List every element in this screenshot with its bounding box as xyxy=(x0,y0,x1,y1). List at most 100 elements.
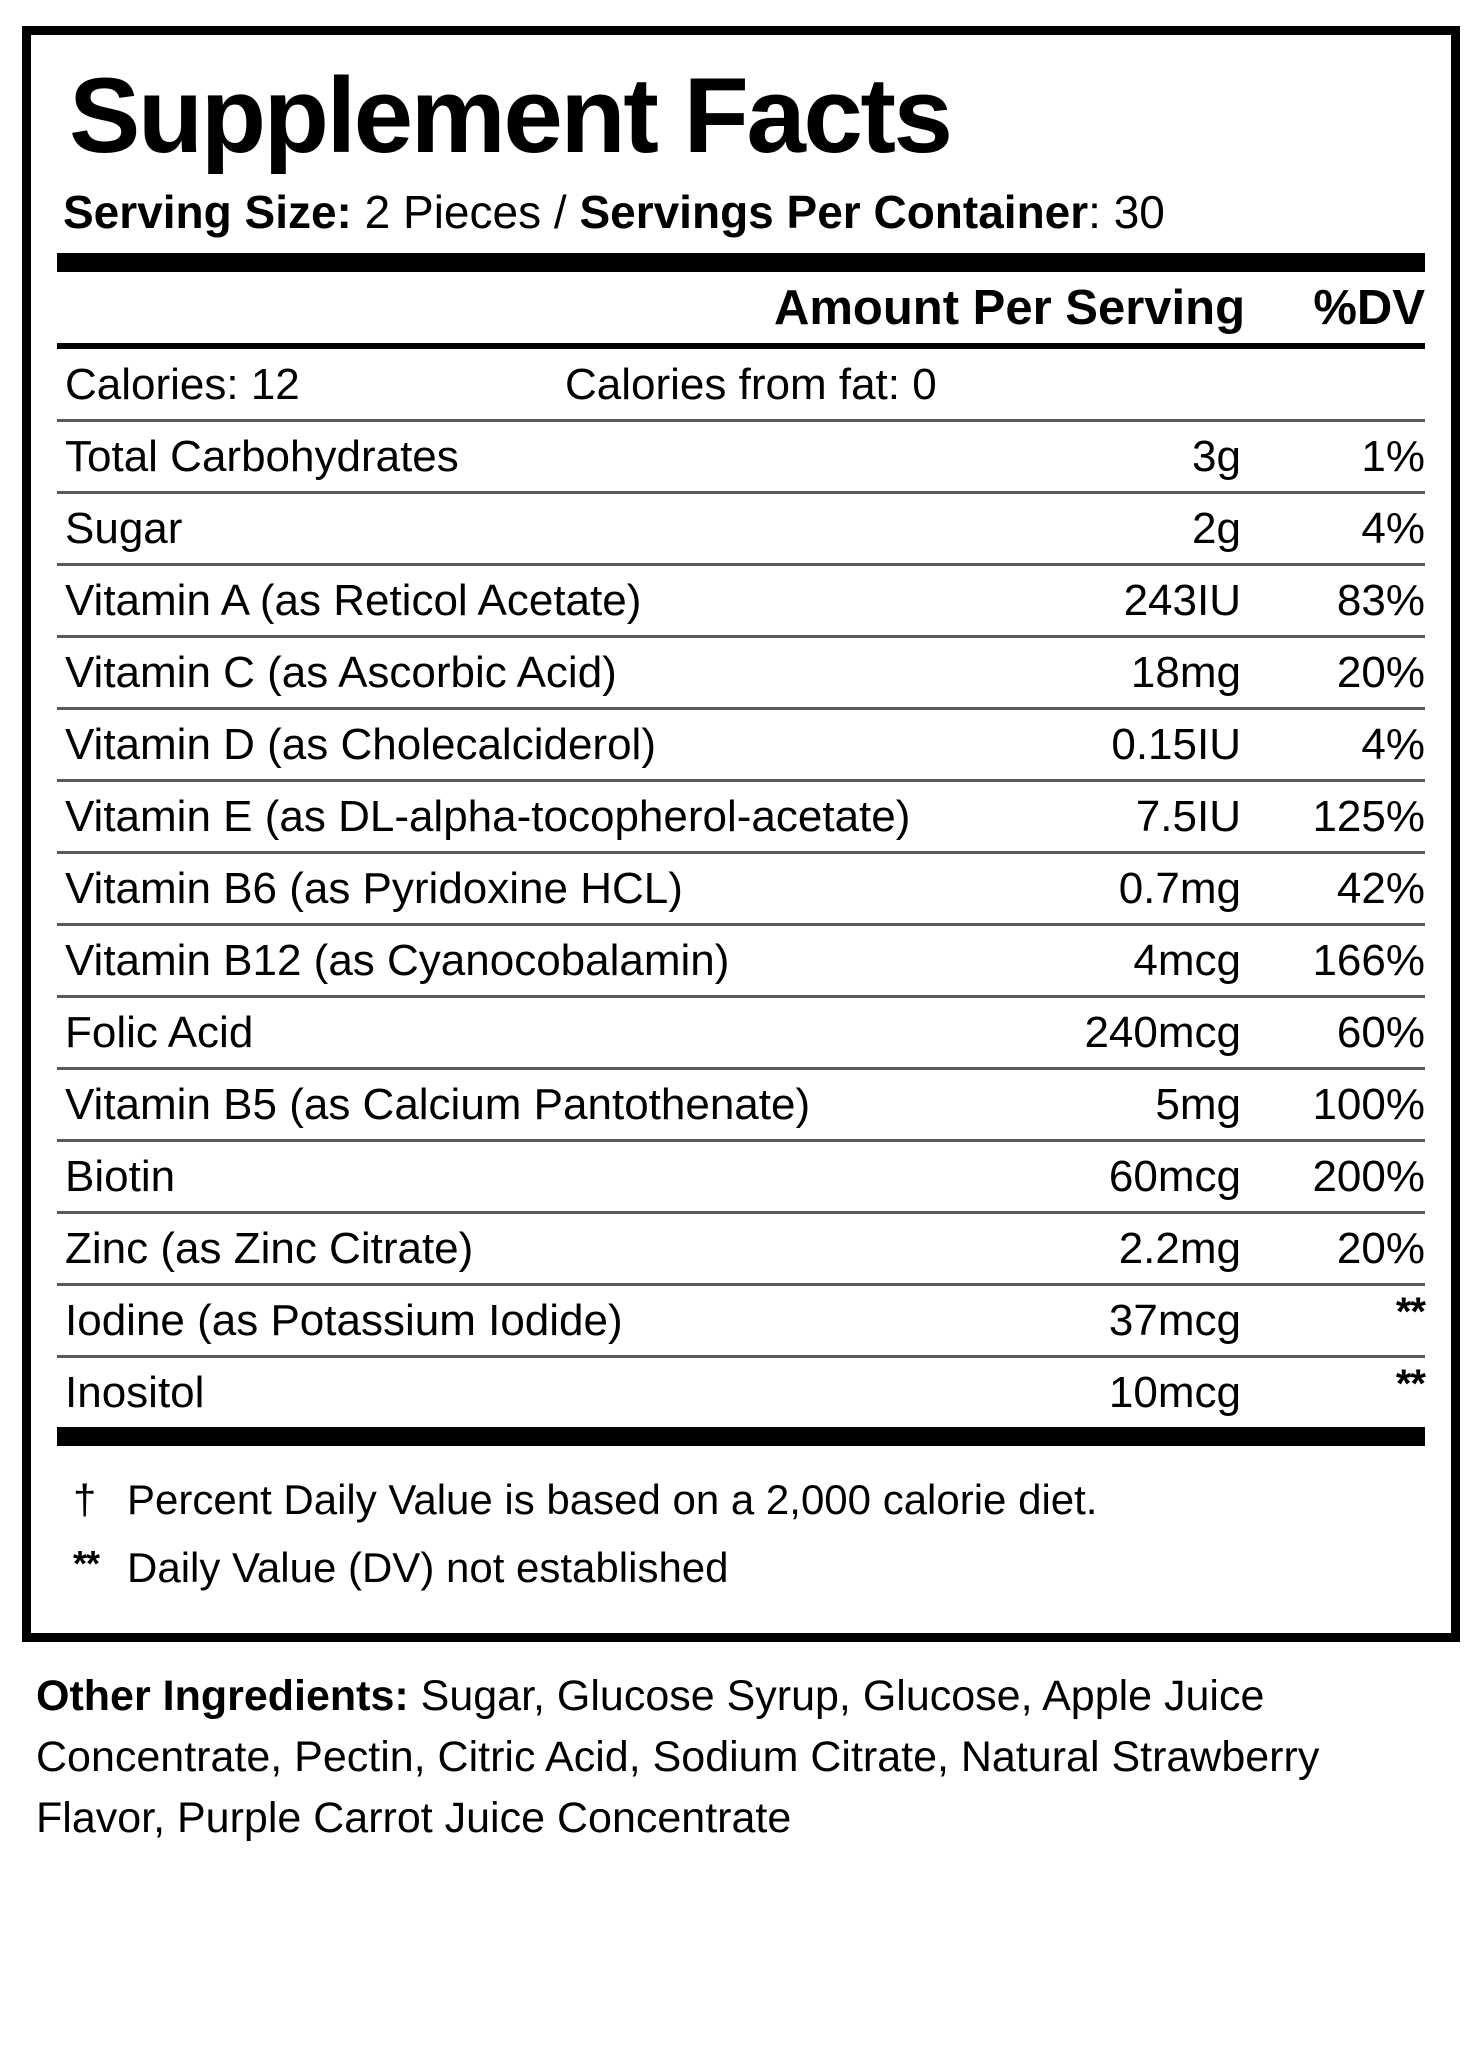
nutrient-name: Vitamin E (as DL-alpha-tocopherol-acetat… xyxy=(65,792,911,842)
nutrient-amount: 0.15IU xyxy=(1111,720,1241,770)
column-header-percent-dv: %DV xyxy=(1313,281,1425,336)
table-row: Sugar 2g 4% xyxy=(57,494,1425,563)
serving-size-value: 2 Pieces xyxy=(364,186,542,239)
nutrient-percent-dv: ** xyxy=(1395,1362,1426,1407)
nutrient-percent-dv: 42% xyxy=(1336,864,1425,914)
page-title: Supplement Facts xyxy=(69,55,953,175)
nutrient-name: Vitamin B5 (as Calcium Pantothenate) xyxy=(65,1080,811,1130)
nutrient-percent-dv: 166% xyxy=(1312,936,1425,986)
calories-value: Calories: 12 xyxy=(65,360,300,410)
supplement-facts-panel: Supplement Facts Serving Size: 2 Pieces … xyxy=(22,26,1460,1643)
row-separator xyxy=(57,1355,1425,1359)
nutrient-amount: 2g xyxy=(1192,504,1241,554)
other-ingredients: Other Ingredients: Sugar, Glucose Syrup,… xyxy=(22,1642,1460,1849)
row-separator xyxy=(57,1139,1425,1143)
row-separator xyxy=(57,707,1425,711)
table-row: Inositol 10mcg ** xyxy=(57,1358,1426,1427)
footnote: ** Daily Value (DV) not established xyxy=(73,1533,1425,1601)
nutrient-amount: 3g xyxy=(1192,432,1241,482)
row-separator xyxy=(57,923,1425,927)
nutrient-name: Vitamin D (as Cholecalciderol) xyxy=(65,720,656,770)
nutrient-name: Zinc (as Zinc Citrate) xyxy=(65,1224,474,1274)
serving-information: Serving Size: 2 Pieces / Servings Per Co… xyxy=(63,186,1425,239)
column-header-amount-per-serving: Amount Per Serving xyxy=(773,281,1245,336)
footnotes-block: † Percent Daily Value is based on a 2,000… xyxy=(57,1446,1425,1607)
row-separator xyxy=(57,1283,1425,1287)
serving-size-value-spacer xyxy=(352,186,365,238)
rule-below-header xyxy=(57,343,1425,350)
nutrient-name: Folic Acid xyxy=(65,1008,254,1058)
nutrient-name: Vitamin B6 (as Pyridoxine HCL) xyxy=(65,864,683,914)
table-row: Zinc (as Zinc Citrate) 2.2mg 20% xyxy=(57,1214,1425,1283)
nutrient-name: Iodine (as Potassium Iodide) xyxy=(65,1296,623,1346)
row-separator xyxy=(57,419,1425,423)
table-row: Iodine (as Potassium Iodide) 37mcg ** xyxy=(57,1286,1426,1355)
nutrient-amount: 18mg xyxy=(1130,648,1241,698)
serving-size-label: Serving Size: xyxy=(63,186,352,239)
row-separator xyxy=(57,491,1425,495)
table-row: Vitamin A (as Reticol Acetate) 243IU 83% xyxy=(57,566,1425,635)
nutrient-amount: 37mcg xyxy=(1108,1296,1241,1346)
row-separator xyxy=(57,563,1425,567)
table-row: Folic Acid 240mcg 60% xyxy=(57,998,1425,1067)
table-row: Total Carbohydrates 3g 1% xyxy=(57,422,1425,491)
rule-below-serving xyxy=(57,253,1425,273)
nutrient-amount: 7.5IU xyxy=(1135,792,1241,842)
nutrient-name: Vitamin B12 (as Cyanocobalamin) xyxy=(65,936,730,986)
nutrient-amount: 10mcg xyxy=(1108,1368,1241,1418)
table-row: Vitamin C (as Ascorbic Acid) 18mg 20% xyxy=(57,638,1425,707)
table-row: Vitamin B5 (as Calcium Pantothenate) 5mg 1… xyxy=(57,1070,1425,1139)
table-row: Vitamin B6 (as Pyridoxine HCL) 0.7mg 42% xyxy=(57,854,1425,923)
table-row: Biotin 60mcg 200% xyxy=(57,1142,1425,1211)
calories-from-fat-value: Calories from fat: 0 xyxy=(565,360,937,410)
nutrient-amount: 0.7mg xyxy=(1118,864,1241,914)
row-separator xyxy=(57,1067,1425,1071)
footnote-marker: † xyxy=(73,1476,97,1524)
nutrient-percent-dv: 1% xyxy=(1361,432,1425,482)
nutrient-percent-dv: 100% xyxy=(1312,1080,1425,1130)
footnote-text: Percent Daily Value is based on a 2,000 … xyxy=(127,1476,1098,1524)
row-separator xyxy=(57,995,1425,999)
rule-below-nutrients xyxy=(57,1427,1425,1447)
nutrient-percent-dv: 125% xyxy=(1312,792,1425,842)
nutrient-amount: 5mg xyxy=(1155,1080,1241,1130)
nutrient-percent-dv: 20% xyxy=(1336,648,1425,698)
nutrient-percent-dv: 60% xyxy=(1336,1008,1425,1058)
row-separator xyxy=(57,635,1425,639)
other-ingredients-label: Other Ingredients: xyxy=(36,1672,409,1721)
nutrient-name: Vitamin C (as Ascorbic Acid) xyxy=(65,648,617,698)
nutrient-name: Total Carbohydrates xyxy=(65,432,459,482)
servings-per-container-label: Servings Per Container xyxy=(579,186,1089,239)
table-header-row: Amount Per Serving %DV xyxy=(57,272,1425,343)
nutrient-name: Inositol xyxy=(65,1368,205,1418)
footnote-text: Daily Value (DV) not established xyxy=(127,1544,729,1592)
footnote: † Percent Daily Value is based on a 2,000… xyxy=(73,1466,1425,1533)
calories-row: Calories: 12 Calories from fat: 0 xyxy=(57,349,1425,419)
nutrient-amount: 4mcg xyxy=(1133,936,1241,986)
row-separator xyxy=(57,851,1425,855)
serving-separator: / xyxy=(553,186,567,239)
serving-separator-spacer xyxy=(541,186,554,238)
row-separator xyxy=(57,1211,1425,1215)
nutrient-name: Vitamin A (as Reticol Acetate) xyxy=(65,576,642,626)
nutrient-percent-dv: 4% xyxy=(1361,504,1425,554)
row-separator xyxy=(57,779,1425,783)
footnote-marker: ** xyxy=(73,1543,100,1585)
nutrient-table: Total Carbohydrates 3g 1% Sugar 2g 4% Vitamin … xyxy=(57,419,1426,1427)
other-ingredients-text: Sugar, Glucose Syrup, Glucose, Apple Jui… xyxy=(36,1672,1320,1843)
table-row: Vitamin E (as DL-alpha-tocopherol-acetat… xyxy=(57,782,1425,851)
table-row: Vitamin B12 (as Cyanocobalamin) 4mcg 166% xyxy=(57,926,1425,995)
nutrient-percent-dv: 4% xyxy=(1361,720,1425,770)
nutrient-percent-dv: ** xyxy=(1395,1290,1426,1335)
nutrient-name: Sugar xyxy=(65,504,183,554)
nutrient-amount: 243IU xyxy=(1123,576,1241,626)
nutrient-amount: 60mcg xyxy=(1108,1152,1241,1202)
nutrient-amount: 2.2mg xyxy=(1118,1224,1241,1274)
servings-container-spacer xyxy=(567,186,580,238)
nutrient-percent-dv: 83% xyxy=(1336,576,1425,626)
nutrient-name: Biotin xyxy=(65,1152,176,1202)
nutrient-amount: 240mcg xyxy=(1084,1008,1241,1058)
nutrient-percent-dv: 20% xyxy=(1336,1224,1425,1274)
nutrient-percent-dv: 200% xyxy=(1312,1152,1425,1202)
